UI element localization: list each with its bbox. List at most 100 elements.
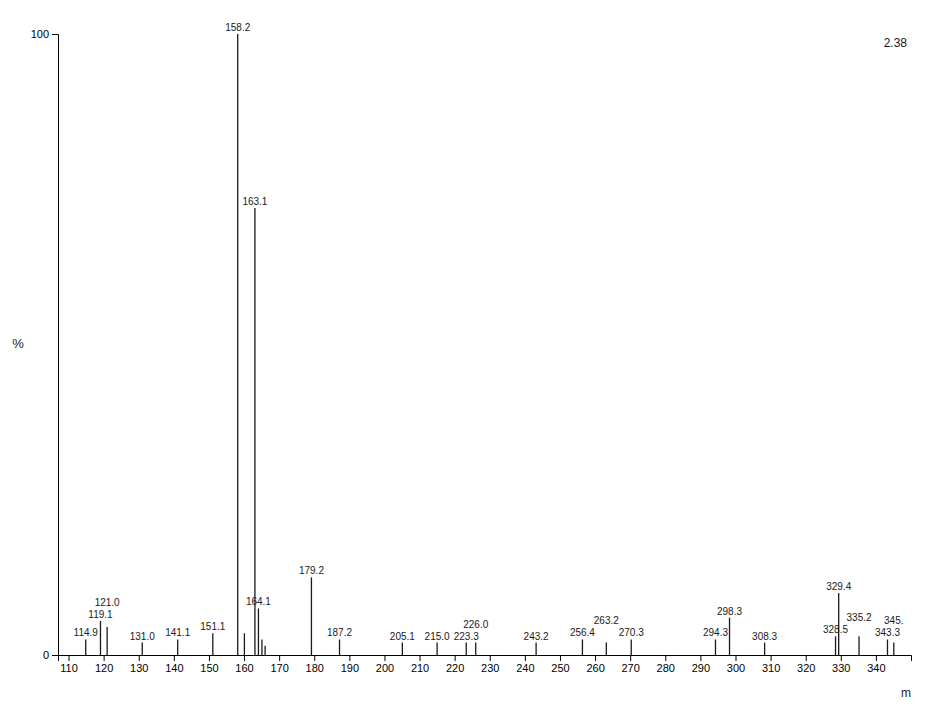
- peak-label: 205.1: [390, 631, 415, 642]
- y-tick: 100: [31, 28, 58, 40]
- x-tick-mark: [279, 655, 280, 661]
- x-tick: 160: [235, 655, 253, 674]
- peak-label: 223.3: [454, 631, 479, 642]
- peak-label: 141.1: [165, 627, 190, 638]
- annotations: 2.38 114.9 119.1121.0 131.0 141.1 151.1 158.2 1…: [74, 22, 908, 642]
- plot-area: 1101201301401501601701801902002102202302…: [12, 22, 911, 700]
- y-tick-label: 100: [31, 28, 49, 40]
- peak-label: 151.1: [200, 621, 225, 632]
- peak-label: 263.2: [594, 615, 619, 626]
- x-tick-label: 210: [411, 662, 429, 674]
- peak-label: 343.3: [875, 627, 900, 638]
- x-tick-mark: [139, 655, 140, 661]
- x-tick-label: 140: [165, 662, 183, 674]
- x-tick-mark: [69, 655, 70, 661]
- x-tick-mark: [455, 655, 456, 661]
- peak-label: 256.4: [570, 627, 595, 638]
- x-tick-label: 220: [446, 662, 464, 674]
- x-tick-mark: [525, 655, 526, 661]
- peak: [606, 643, 607, 655]
- x-tick-label: 130: [130, 662, 148, 674]
- annotation: 2.38: [884, 36, 908, 50]
- peak: [258, 608, 259, 655]
- x-tick-mark: [384, 655, 385, 661]
- peak-label: 335.2: [847, 612, 872, 623]
- peak-label: 158.2: [225, 22, 250, 33]
- peak: [100, 621, 101, 655]
- x-tick: 300: [727, 655, 745, 674]
- x-tick-mark: [420, 655, 421, 661]
- x-tick: 180: [306, 655, 324, 674]
- peak: [466, 643, 467, 655]
- x-tick: 250: [551, 655, 569, 674]
- peak: [887, 639, 888, 655]
- x-tick-mark: [771, 655, 772, 661]
- x-tick: 140: [165, 655, 183, 674]
- x-tick: 130: [130, 655, 148, 674]
- peak: [535, 643, 536, 655]
- peak: [254, 208, 255, 655]
- peak-label: 226.0: [463, 619, 488, 630]
- x-tick-mark: [490, 655, 491, 661]
- peak: [475, 643, 476, 655]
- peak-label: 187.2: [327, 627, 352, 638]
- peak-label: 345.: [884, 615, 903, 626]
- peak: [212, 633, 213, 655]
- x-tick: 270: [621, 655, 639, 674]
- x-tick-label: 120: [95, 662, 113, 674]
- x-tick-label: 280: [657, 662, 675, 674]
- x-tick-mark: [560, 655, 561, 661]
- peak-label: 298.3: [717, 606, 742, 617]
- x-tick-mark: [630, 655, 631, 661]
- x-tick-label: 270: [621, 662, 639, 674]
- x-tick-mark: [595, 655, 596, 661]
- x-tick: 110: [60, 655, 78, 674]
- x-tick-label: 200: [376, 662, 394, 674]
- x-tick: 330: [832, 655, 850, 674]
- x-tick: 200: [376, 655, 394, 674]
- x-tick: 190: [341, 655, 359, 674]
- x-axis-line: [59, 656, 912, 662]
- x-tick: 280: [657, 655, 675, 674]
- x-tick: 170: [270, 655, 288, 674]
- x-tick-mark: [244, 655, 245, 661]
- x-tick-label: 310: [762, 662, 780, 674]
- x-tick-mark: [841, 655, 842, 661]
- peak-label: 131.0: [130, 631, 155, 642]
- peak-label: 114.9: [74, 627, 99, 638]
- x-tick: 120: [95, 655, 113, 674]
- x-tick-label: 240: [516, 662, 534, 674]
- x-tick: 260: [586, 655, 604, 674]
- x-tick: 290: [692, 655, 710, 674]
- x-tick-label: 250: [551, 662, 569, 674]
- peak: [436, 643, 437, 655]
- x-axis-label: m: [901, 686, 911, 700]
- x-tick-label: 150: [200, 662, 218, 674]
- peak-label: 163.1: [242, 196, 267, 207]
- x-tick-label: 260: [586, 662, 604, 674]
- peak-label: 329.4: [826, 581, 851, 592]
- peak-label: 121.0: [95, 597, 120, 608]
- peak-label: 270.3: [619, 627, 644, 638]
- x-tick-mark: [209, 655, 210, 661]
- x-tick: 240: [516, 655, 534, 674]
- peak: [237, 34, 238, 655]
- peak: [858, 636, 859, 655]
- x-tick-label: 320: [797, 662, 815, 674]
- peaks: [86, 34, 894, 655]
- x-tick-label: 110: [60, 662, 78, 674]
- peak: [764, 643, 765, 655]
- x-tick-mark: [104, 655, 105, 661]
- peak: [835, 636, 836, 655]
- x-tick: 150: [200, 655, 218, 674]
- peak: [106, 627, 107, 655]
- x-tick-label: 300: [727, 662, 745, 674]
- peak-label: 119.1: [88, 609, 113, 620]
- x-tick-label: 180: [306, 662, 324, 674]
- y-tick-mark: [52, 34, 58, 35]
- chart: 1101201301401501601701801902002102202302…: [0, 0, 939, 713]
- x-axis: 1101201301401501601701801902002102202302…: [59, 655, 912, 674]
- peak: [402, 643, 403, 655]
- x-tick-mark: [876, 655, 877, 661]
- peak-label: 294.3: [703, 627, 728, 638]
